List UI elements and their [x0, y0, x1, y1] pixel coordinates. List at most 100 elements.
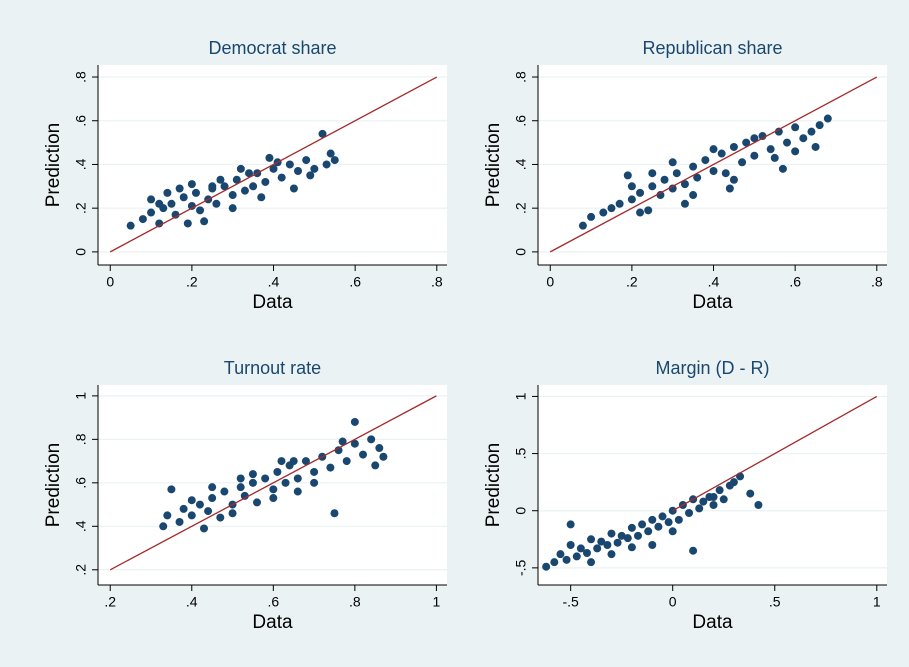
point	[236, 474, 245, 483]
point	[208, 483, 217, 492]
point	[200, 524, 209, 533]
x-tick-label: -.5	[562, 594, 579, 610]
point	[375, 444, 384, 453]
point	[807, 127, 816, 136]
point	[310, 467, 319, 476]
point	[668, 527, 677, 536]
point	[277, 457, 286, 466]
x-tick-label: .6	[789, 274, 801, 290]
point	[566, 520, 575, 529]
y-tick-label: .4	[73, 158, 89, 170]
point	[689, 546, 698, 555]
y-axis-title: Prediction	[43, 443, 64, 528]
point	[725, 184, 734, 193]
point	[644, 527, 653, 536]
x-tick-label: 0	[546, 274, 554, 290]
point	[556, 550, 565, 559]
point	[200, 217, 209, 226]
point	[791, 123, 800, 132]
point	[261, 474, 270, 483]
point	[680, 199, 689, 208]
point	[627, 195, 636, 204]
point	[648, 169, 657, 178]
point	[660, 175, 669, 184]
point	[607, 529, 616, 538]
x-axis-title: Data	[252, 612, 293, 633]
y-tick-label: .2	[513, 202, 529, 214]
x-tick-label: .5	[769, 594, 781, 610]
point	[216, 175, 225, 184]
y-tick-label: .6	[513, 115, 529, 127]
point	[350, 417, 359, 426]
point	[147, 208, 156, 217]
point	[245, 169, 254, 178]
point	[542, 562, 551, 571]
point	[179, 193, 188, 202]
point	[729, 478, 738, 487]
point	[289, 184, 298, 193]
point	[778, 164, 787, 173]
y-tick-label: -.5	[513, 559, 529, 576]
x-tick-label: .6	[349, 274, 361, 290]
point	[269, 485, 278, 494]
x-tick-label: .8	[431, 274, 443, 290]
y-axis-title: Prediction	[43, 123, 64, 208]
point	[212, 199, 221, 208]
x-axis-title: Data	[252, 292, 293, 313]
point	[664, 518, 673, 527]
point	[770, 153, 779, 162]
point	[746, 489, 755, 498]
point	[750, 134, 759, 143]
reference-line	[672, 395, 878, 512]
point	[627, 182, 636, 191]
point	[167, 485, 176, 494]
point	[774, 127, 783, 136]
point	[648, 182, 657, 191]
chart-title: Turnout rate	[224, 358, 321, 378]
point	[623, 534, 632, 543]
point	[318, 129, 327, 138]
point	[617, 531, 626, 540]
point	[715, 486, 724, 495]
point	[607, 550, 616, 559]
point	[269, 164, 278, 173]
point	[582, 549, 591, 557]
point	[674, 515, 683, 524]
point	[603, 541, 612, 549]
point	[668, 158, 677, 167]
x-tick-label: .4	[268, 274, 280, 290]
point	[634, 531, 643, 540]
point	[709, 493, 718, 501]
point	[334, 446, 343, 455]
point	[699, 497, 708, 506]
point	[171, 210, 180, 219]
point	[695, 504, 704, 513]
point	[253, 498, 262, 507]
point	[572, 552, 581, 561]
point	[155, 219, 164, 228]
point	[338, 437, 347, 446]
point	[159, 522, 168, 531]
point	[371, 461, 380, 470]
point	[587, 535, 596, 544]
y-tick-label: .6	[73, 477, 89, 489]
point	[742, 138, 751, 147]
point	[326, 463, 335, 472]
chart-title: Democrat share	[208, 38, 336, 58]
x-tick-label: .4	[186, 594, 198, 610]
point	[187, 511, 196, 520]
y-tick-label: 0	[513, 248, 529, 256]
point	[175, 517, 184, 526]
y-tick-label: .6	[73, 115, 89, 127]
point	[566, 541, 575, 549]
point	[175, 184, 184, 193]
point	[281, 478, 290, 487]
point	[191, 188, 200, 197]
x-tick-label: .2	[104, 594, 116, 610]
point	[782, 138, 791, 147]
point	[228, 204, 237, 213]
point	[550, 558, 559, 567]
point	[240, 186, 249, 195]
point	[668, 184, 677, 193]
